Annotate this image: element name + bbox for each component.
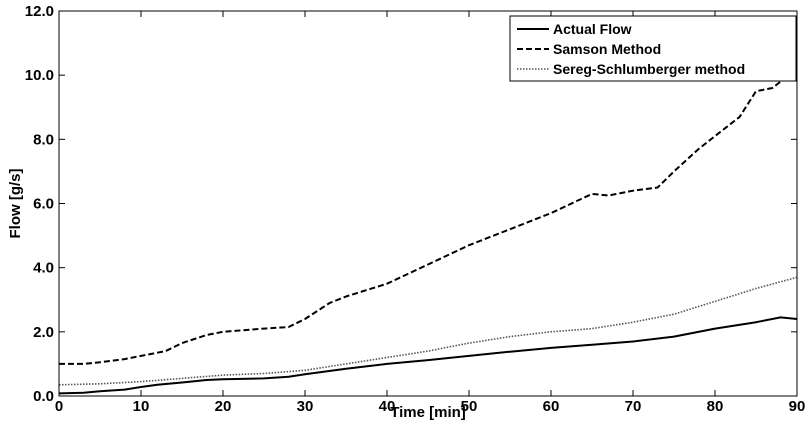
y-tick-label: 0.0 [33,388,54,405]
plot-lines [58,68,798,395]
x-axis-label: Time [min] [390,404,466,421]
legend: Actual Flow Samson Method Sereg-Schlumberg… [509,15,797,82]
y-tick-label: 10.0 [25,67,54,84]
legend-label-2: Samson Method [553,41,661,57]
x-tick-label: 90 [789,398,806,415]
x-tick-label: 70 [625,398,642,415]
x-tick-label: 50 [461,398,478,415]
x-tick-label: 0 [55,398,63,415]
y-tick-label: 4.0 [33,260,54,277]
axis-tick-labels: 0 10 20 30 40 50 60 70 80 90 0.0 2.0 4.0 6.0 8.0 10.0 12… [25,3,806,415]
x-tick-label: 40 [379,398,396,415]
x-tick-label: 10 [133,398,150,415]
x-tick-label: 20 [215,398,232,415]
series-line-2 [59,68,798,365]
y-tick-label: 8.0 [33,131,54,148]
y-tick-label: 2.0 [33,324,54,341]
x-tick-label: 30 [297,398,314,415]
legend-items: Actual Flow Samson Method Sereg-Schlumberg… [517,21,745,77]
series-line-1 [58,316,798,395]
legend-box [509,15,797,82]
y-tick-label: 6.0 [33,196,54,213]
series-line-3 [58,276,798,386]
x-tick-label: 80 [707,398,724,415]
y-tick-label: 12.0 [25,3,54,20]
y-axis-label: Flow [g/s] [7,169,24,239]
x-tick-label: 60 [543,398,560,415]
legend-label-1: Actual Flow [553,21,632,37]
legend-label-3: Sereg-Schlumberger method [553,61,745,77]
